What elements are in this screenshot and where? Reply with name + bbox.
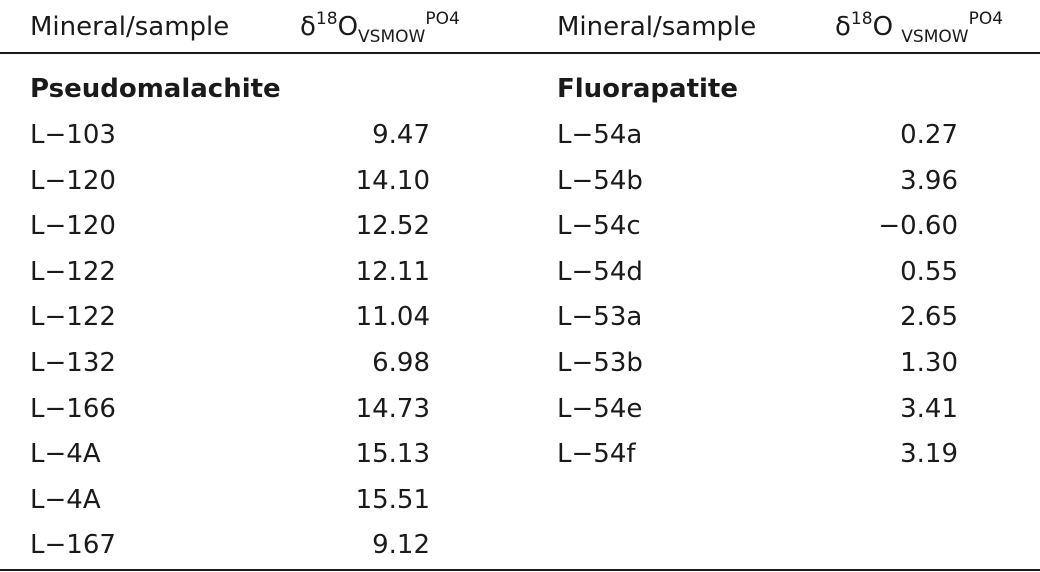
group-title-left: Pseudomalachite: [30, 74, 281, 104]
bottom-rule: [0, 569, 1040, 571]
sample-id: L−120: [30, 166, 116, 196]
header-delta-left-symbol: δ: [300, 12, 316, 42]
sample-id: L−122: [30, 257, 116, 287]
delta-value: 12.11: [355, 257, 430, 287]
group-title-right: Fluorapatite: [557, 74, 738, 104]
header-delta-right-phase: PO4: [968, 9, 1004, 29]
delta-value: 3.19: [900, 439, 958, 469]
sample-id: L−53b: [557, 348, 643, 378]
delta-value: 3.41: [900, 394, 958, 424]
header-delta-left-element: O: [337, 12, 359, 42]
delta-value: 15.13: [355, 439, 430, 469]
sample-id: L−4A: [30, 439, 101, 469]
header-delta-right-element: O: [872, 12, 902, 42]
delta-value: −0.60: [878, 211, 958, 241]
sample-id: L−53a: [557, 302, 643, 332]
delta-value: 0.27: [900, 120, 958, 150]
delta-value: 9.47: [372, 120, 430, 150]
header-delta-left-isotope: 18: [315, 9, 338, 29]
sample-id: L−54e: [557, 394, 643, 424]
delta-value: 0.55: [900, 257, 958, 287]
sample-id: L−4A: [30, 485, 101, 515]
header-delta-left: δ18OVSMOWPO4: [300, 9, 460, 47]
delta-value: 3.96: [900, 166, 958, 196]
delta-value: 2.65: [900, 302, 958, 332]
delta-value: 1.30: [900, 348, 958, 378]
delta-value: 9.12: [372, 530, 430, 560]
sample-id: L−122: [30, 302, 116, 332]
delta-value: 12.52: [355, 211, 430, 241]
sample-id: L−167: [30, 530, 116, 560]
sample-id: L−54d: [557, 257, 643, 287]
header-delta-right-symbol: δ: [835, 12, 851, 42]
delta-value: 11.04: [355, 302, 430, 332]
sample-id: L−103: [30, 120, 116, 150]
header-delta-left-phase: PO4: [425, 9, 460, 29]
header-sample-left: Mineral/sample: [30, 12, 230, 42]
delta-value: 15.51: [355, 485, 430, 515]
delta-value: 14.10: [355, 166, 430, 196]
sample-id: L−54b: [557, 166, 643, 196]
header-delta-left-standard: VSMOW: [358, 27, 426, 47]
header-rule: [0, 52, 1040, 54]
header-delta-right-isotope: 18: [850, 9, 873, 29]
sample-id: L−54f: [557, 439, 636, 469]
sample-id: L−120: [30, 211, 116, 241]
delta-value: 6.98: [372, 348, 430, 378]
delta-value: 14.73: [355, 394, 430, 424]
sample-id: L−132: [30, 348, 116, 378]
sample-id: L−54c: [557, 211, 641, 241]
sample-id: L−166: [30, 394, 116, 424]
header-delta-right: δ18O VSMOWPO4: [835, 9, 1003, 47]
header-delta-right-standard: VSMOW: [901, 27, 969, 47]
header-sample-right: Mineral/sample: [557, 12, 757, 42]
sample-id: L−54a: [557, 120, 643, 150]
